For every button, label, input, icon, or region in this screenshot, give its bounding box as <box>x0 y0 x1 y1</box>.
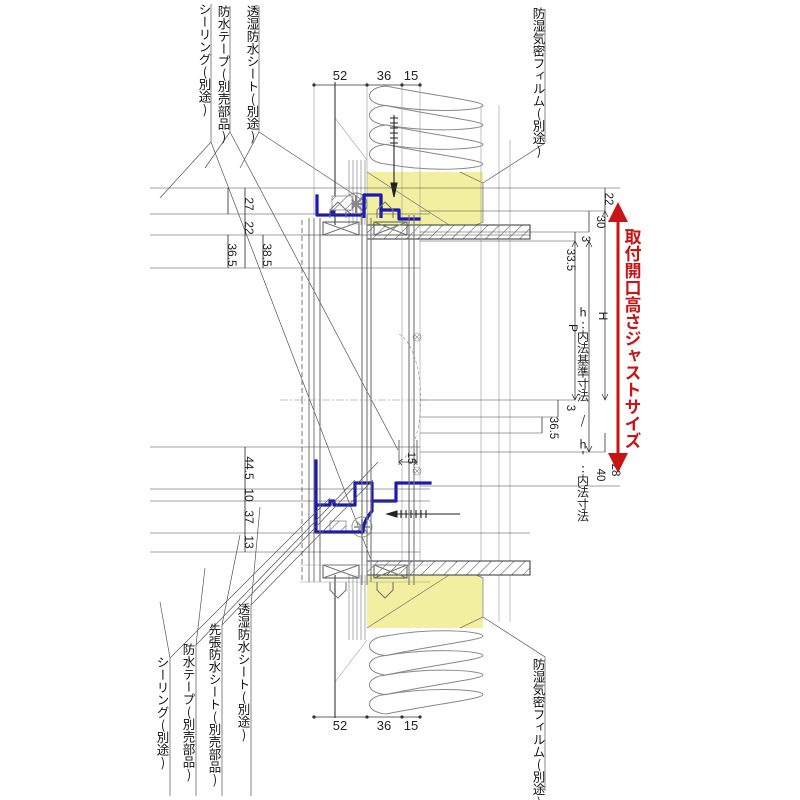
svg-text:15: 15 <box>404 718 418 733</box>
svg-text:13: 13 <box>242 535 256 549</box>
svg-text:40: 40 <box>594 469 606 482</box>
svg-text:シーリング(別途): シーリング(別途) <box>154 656 173 770</box>
svg-text:30: 30 <box>594 216 606 229</box>
svg-text:防湿気密フィルム(別途): 防湿気密フィルム(別途) <box>530 6 549 159</box>
svg-text:36.5: 36.5 <box>225 243 239 267</box>
svg-text:36.5: 36.5 <box>547 417 559 439</box>
svg-text:36: 36 <box>377 718 391 733</box>
svg-text:透湿防水シート(別途): 透湿防水シート(別途) <box>244 5 263 144</box>
svg-text:防水テープ(別売部品): 防水テープ(別売部品) <box>180 642 199 782</box>
svg-text:先張防水シート(別売部品): 先張防水シート(別売部品) <box>206 623 225 787</box>
svg-text:15: 15 <box>404 68 418 83</box>
svg-text:36: 36 <box>377 68 391 83</box>
svg-text:防湿気密フィルム(別途): 防湿気密フィルム(別途) <box>530 657 549 800</box>
svg-text:52: 52 <box>333 68 347 83</box>
svg-text:3: 3 <box>579 236 591 242</box>
svg-text:38.5: 38.5 <box>260 243 274 267</box>
svg-text:15: 15 <box>405 452 417 464</box>
svg-text:10: 10 <box>242 488 256 502</box>
svg-text:シーリング(別途): シーリング(別途) <box>196 3 215 117</box>
svg-text:33.5: 33.5 <box>564 249 576 271</box>
svg-text:37: 37 <box>242 510 256 524</box>
svg-text:H: H <box>596 312 610 321</box>
svg-text:44.5: 44.5 <box>242 456 256 480</box>
svg-text:52: 52 <box>333 718 347 733</box>
svg-text:h:内法基準寸法 / h':内法寸法: h:内法基準寸法 / h':内法寸法 <box>575 306 592 522</box>
svg-text:22: 22 <box>602 193 614 206</box>
svg-text:取付開口高さジャストサイズ: 取付開口高さジャストサイズ <box>621 228 646 449</box>
svg-text:透湿防水シート(別途): 透湿防水シート(別途) <box>235 603 254 742</box>
svg-text:22: 22 <box>242 221 256 235</box>
svg-text:P: P <box>566 324 580 332</box>
svg-text:27: 27 <box>242 197 256 211</box>
svg-text:防水テープ(別売部品): 防水テープ(別売部品) <box>215 4 234 144</box>
